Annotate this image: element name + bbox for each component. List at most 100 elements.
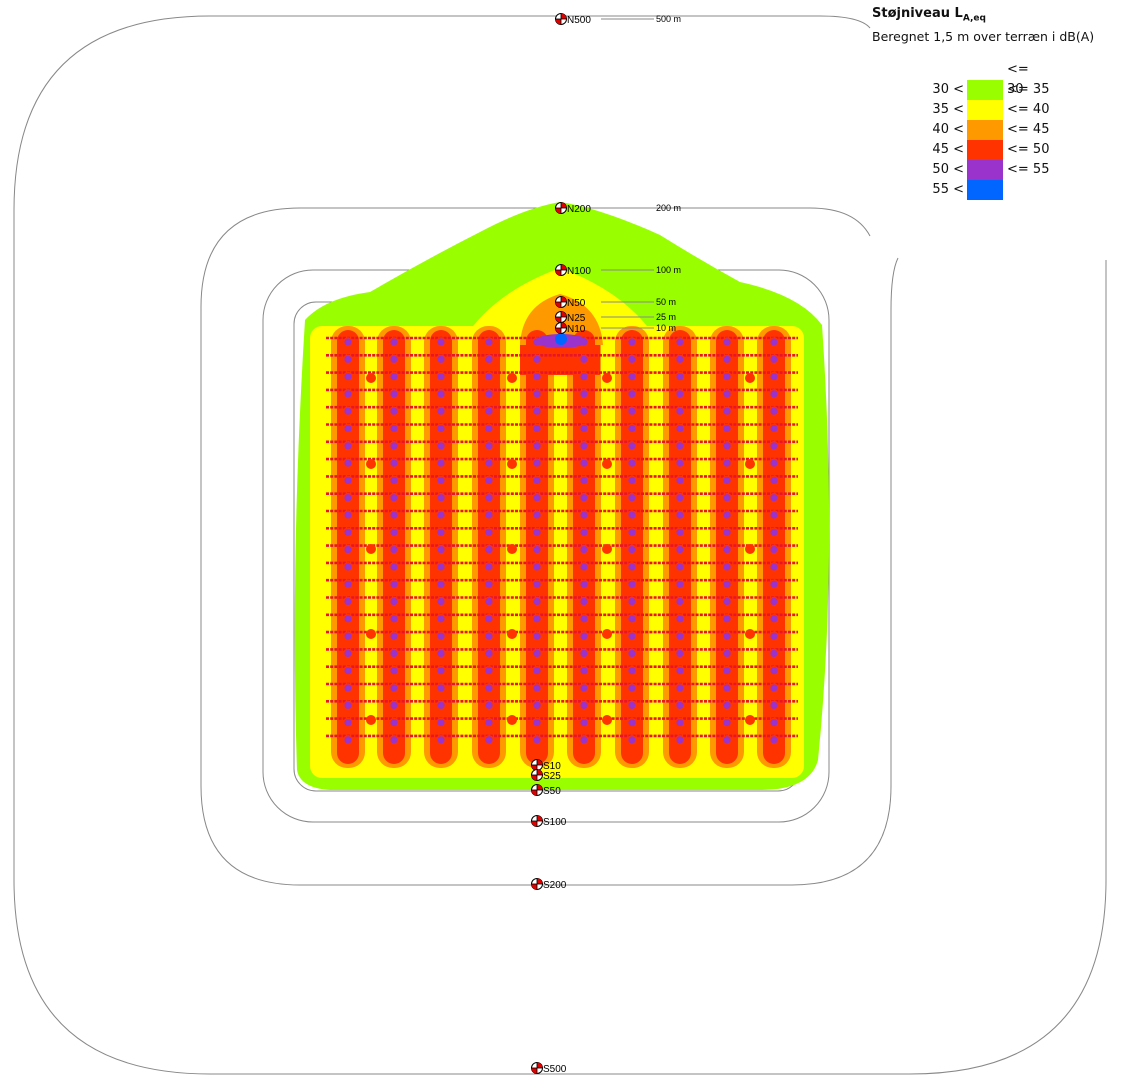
gap-source-point <box>745 459 755 469</box>
source-point <box>343 389 353 399</box>
source-point <box>436 406 446 416</box>
source-point <box>675 648 685 659</box>
source-point <box>769 475 779 486</box>
receiver-quadrant <box>561 13 567 19</box>
gap-source-point <box>507 459 517 469</box>
source-point <box>343 354 353 365</box>
receiver-quadrant <box>561 202 567 208</box>
source-point <box>769 527 779 538</box>
receiver-quadrant <box>531 1068 537 1074</box>
receiver-label: N200 <box>567 204 591 215</box>
source-point <box>532 440 542 451</box>
source-point <box>627 406 637 416</box>
source-point <box>532 510 542 520</box>
source-point <box>389 665 399 676</box>
source-point <box>722 648 732 659</box>
receiver-quadrant <box>531 884 537 890</box>
source-point <box>769 700 779 711</box>
legend-title-text: Støjniveau L <box>872 6 963 21</box>
receiver-quadrant <box>537 1062 543 1068</box>
receiver-marker: S100 <box>531 815 567 828</box>
source-point <box>769 665 779 676</box>
source-point <box>675 596 685 607</box>
source-point <box>675 354 685 365</box>
source-point <box>769 735 779 745</box>
source-point <box>675 562 685 572</box>
distance-label: 500 m <box>656 14 681 24</box>
receiver-marker: N50 50 m <box>555 296 676 309</box>
source-point <box>389 492 399 503</box>
source-point <box>389 683 399 693</box>
source-point <box>579 389 589 399</box>
source-point <box>389 406 399 416</box>
source-point <box>627 544 637 555</box>
gap-source-point <box>602 629 612 639</box>
source-point <box>675 631 685 641</box>
source-point <box>579 665 589 676</box>
source-point <box>675 613 685 624</box>
source-point <box>675 717 685 728</box>
source-point <box>436 458 446 468</box>
gap-source-point <box>745 373 755 383</box>
source-point <box>722 700 732 711</box>
receiver-marker: S10 <box>531 759 561 772</box>
source-point <box>436 579 446 589</box>
source-point <box>769 492 779 503</box>
legend: Støjniveau LA,eq Beregnet 1,5 m over ter… <box>872 6 1120 200</box>
receiver-marker: S500 <box>531 1062 567 1075</box>
receiver-marker: N500 500 m <box>555 13 681 26</box>
gap-source-point <box>507 544 517 554</box>
source-point <box>722 562 732 572</box>
receiver-marker: N10 10 m <box>555 322 676 335</box>
source-point <box>484 631 494 641</box>
source-point <box>436 423 446 434</box>
source-point <box>389 717 399 728</box>
source-point <box>579 475 589 486</box>
source-point <box>722 406 732 416</box>
source-point <box>579 683 589 693</box>
source-point <box>484 458 494 468</box>
gap-source-point <box>366 629 376 639</box>
source-point <box>484 562 494 572</box>
source-point <box>675 492 685 503</box>
receiver-quadrant <box>561 322 567 328</box>
source-point <box>675 527 685 538</box>
source-point <box>627 458 637 468</box>
source-point <box>343 492 353 503</box>
legend-high: <= 40 <box>1007 102 1050 117</box>
source-point <box>484 596 494 607</box>
source-point <box>343 544 353 555</box>
source-point <box>436 371 446 382</box>
source-point <box>389 613 399 624</box>
source-point <box>627 423 637 434</box>
source-point <box>343 631 353 641</box>
source-point <box>532 527 542 538</box>
receiver-quadrant <box>555 19 561 25</box>
source-point <box>343 371 353 382</box>
source-point <box>436 683 446 693</box>
legend-low: 30 < <box>932 82 964 97</box>
source-point <box>484 406 494 416</box>
source-point <box>484 735 494 745</box>
distance-label: 10 m <box>656 323 676 333</box>
source-point <box>343 717 353 728</box>
source-point <box>675 579 685 589</box>
gap-source-point <box>507 629 517 639</box>
source-point <box>579 596 589 607</box>
source-point <box>389 648 399 659</box>
source-point <box>343 527 353 538</box>
source-point <box>675 700 685 711</box>
legend-high: <= 35 <box>1007 82 1050 97</box>
source-point <box>579 492 589 503</box>
source-point <box>675 389 685 399</box>
source-point <box>627 631 637 641</box>
source-point <box>389 700 399 711</box>
source-point <box>532 423 542 434</box>
source-point <box>389 631 399 641</box>
distance-line-500m <box>13 15 1107 1075</box>
source-point <box>627 683 637 693</box>
source-point <box>532 579 542 589</box>
noise-contours <box>294 202 830 790</box>
gap-source-point <box>366 459 376 469</box>
receiver-quadrant <box>537 878 543 884</box>
